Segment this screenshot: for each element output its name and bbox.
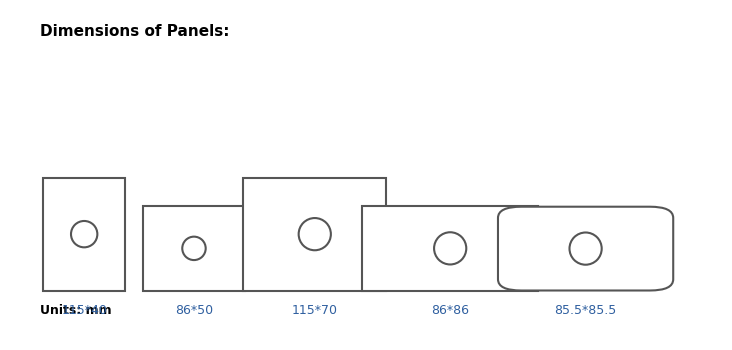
- FancyBboxPatch shape: [498, 207, 673, 290]
- Ellipse shape: [434, 232, 466, 265]
- Ellipse shape: [182, 237, 206, 260]
- Text: 86*50: 86*50: [175, 304, 213, 317]
- Ellipse shape: [569, 232, 602, 265]
- Bar: [143, 206, 245, 290]
- Text: Units: mm: Units: mm: [40, 304, 112, 317]
- Ellipse shape: [299, 218, 331, 250]
- Text: 115*40: 115*40: [61, 304, 107, 317]
- Ellipse shape: [71, 221, 97, 247]
- Text: 115*70: 115*70: [292, 304, 337, 317]
- Bar: [362, 206, 538, 290]
- Bar: [43, 178, 125, 290]
- Text: Dimensions of Panels:: Dimensions of Panels:: [40, 25, 230, 40]
- Text: 85.5*85.5: 85.5*85.5: [554, 304, 617, 317]
- Text: 86*86: 86*86: [431, 304, 469, 317]
- Bar: [243, 178, 386, 290]
